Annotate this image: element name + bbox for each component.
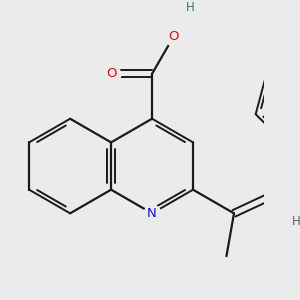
Text: H: H <box>292 215 300 228</box>
Text: O: O <box>168 30 178 44</box>
Text: O: O <box>106 67 117 80</box>
Text: N: N <box>147 207 157 220</box>
Text: H: H <box>186 1 195 14</box>
